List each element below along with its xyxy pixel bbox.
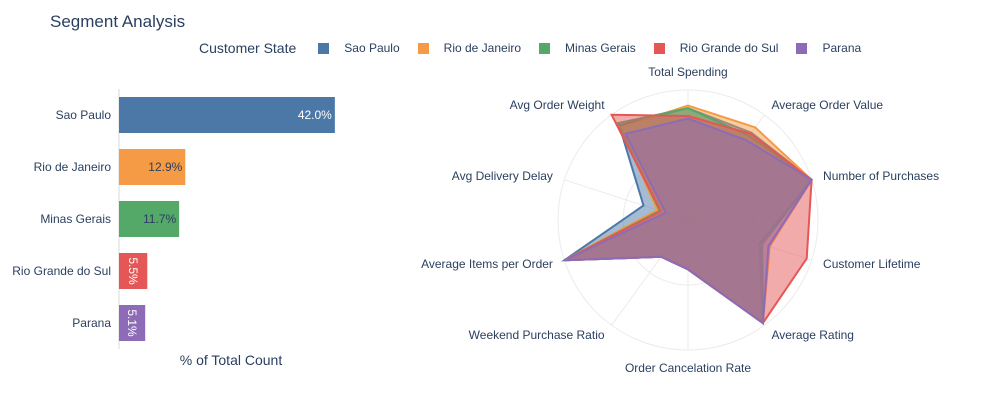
radar-series-area[interactable] (563, 117, 814, 325)
radar-axis-label: Weekend Purchase Ratio (469, 328, 605, 342)
radar-axis-label: Average Order Value (771, 98, 883, 112)
bar-category-label: Rio Grande do Sul (12, 264, 111, 278)
bar-category-label: Parana (72, 316, 111, 330)
legend-label: Rio Grande do Sul (679, 41, 779, 55)
legend-item-rio-de-janeiro[interactable]: Rio de Janeiro (417, 41, 522, 55)
legend-label: Parana (822, 41, 862, 55)
radar-axis-label: Total Spending (648, 65, 727, 79)
legend-swatch (417, 42, 429, 54)
radar-axis-label: Customer Lifetime (823, 257, 921, 271)
legend-label: Rio de Janeiro (443, 41, 522, 55)
legend-label: Minas Gerais (565, 41, 636, 55)
bar[interactable] (119, 149, 186, 185)
legend-title: Customer State (199, 40, 297, 56)
legend-swatch (539, 42, 551, 54)
legend-label: Sao Paulo (344, 41, 400, 55)
bar[interactable] (119, 253, 148, 289)
bar-category-label: Minas Gerais (40, 212, 111, 226)
bar-layer: Sao Paulo 42.0% Rio de Janeiro 12.9% Minas G… (12, 89, 335, 349)
bar-data-label: 5.5% (126, 257, 140, 285)
bar-data-label: 5.1% (125, 309, 139, 337)
radar-axis-labels: Total Spending Average Order Value Number … (421, 65, 939, 375)
radar-axis-label: Avg Delivery Delay (452, 169, 553, 183)
legend-item-sao-paulo[interactable]: Sao Paulo (318, 41, 400, 55)
radar-series (561, 104, 814, 326)
bar-data-label: 12.9% (148, 160, 182, 174)
bar-category-label: Rio de Janeiro (34, 160, 112, 174)
legend-swatch (318, 42, 330, 54)
bar-category-label: Sao Paulo (56, 108, 112, 122)
radar-axis-label: Order Cancelation Rate (625, 361, 751, 375)
bar-data-label: 42.0% (298, 108, 332, 122)
bar-data-label: 11.7% (143, 212, 176, 226)
legend-swatch (796, 42, 808, 54)
radar-axis-label: Avg Order Weight (510, 98, 606, 112)
legend: Customer State Sao Paulo Rio de Janeiro … (199, 40, 879, 56)
radar-axis-label: Average Rating (771, 328, 854, 342)
bar[interactable] (119, 305, 146, 341)
radar-axis-label: Number of Purchases (823, 169, 939, 183)
legend-swatch (653, 42, 665, 54)
bar[interactable] (119, 97, 335, 133)
chart-title: Segment Analysis (50, 12, 186, 31)
legend-item-minas-gerais[interactable]: Minas Gerais (539, 41, 636, 55)
bar[interactable] (119, 201, 180, 237)
legend-item-parana[interactable]: Parana (796, 41, 861, 55)
radar-axis-label: Average Items per Order (421, 257, 553, 271)
legend-item-rio-grande-do-sul[interactable]: Rio Grande do Sul (653, 41, 779, 55)
bar-x-axis-title: % of Total Count (180, 352, 283, 368)
